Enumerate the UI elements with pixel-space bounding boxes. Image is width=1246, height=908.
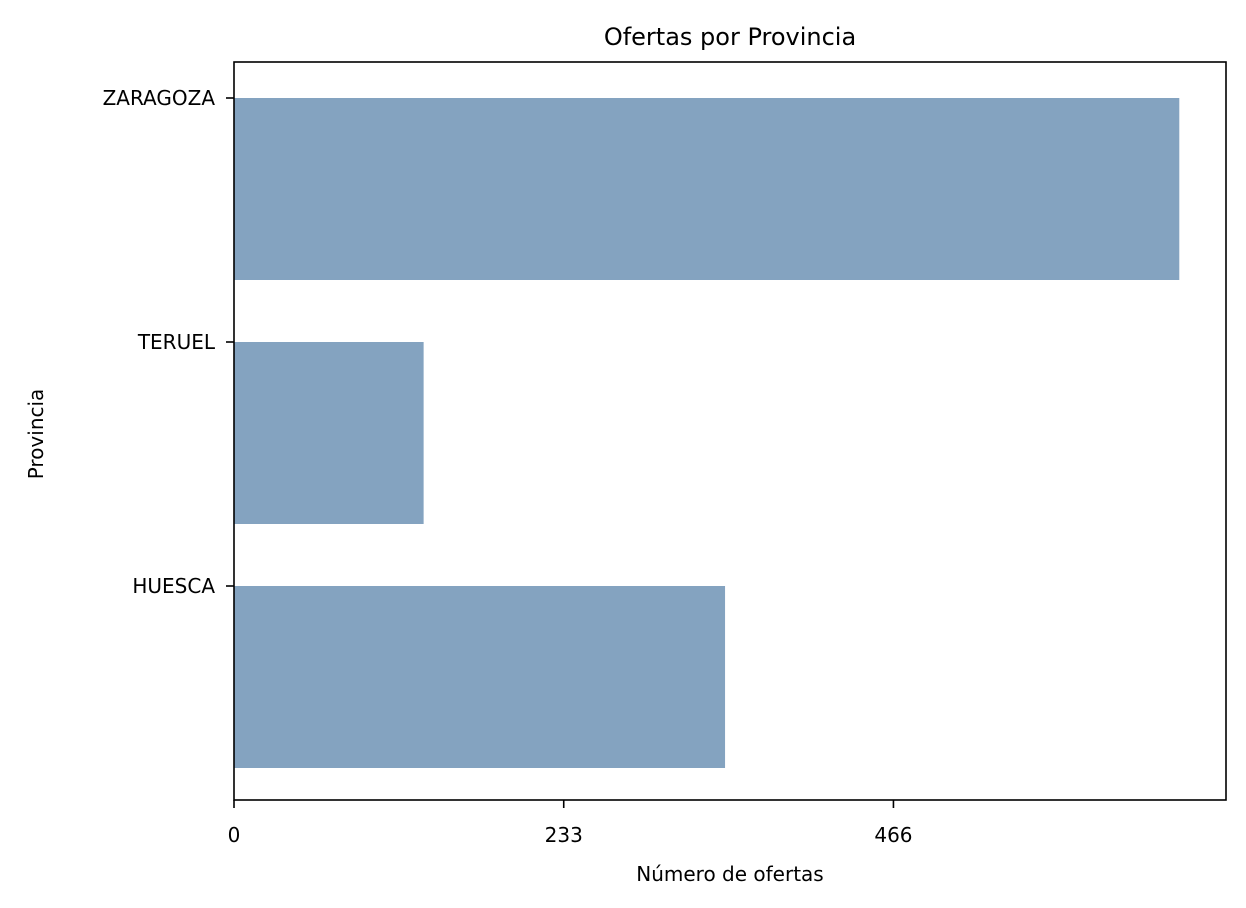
y-axis-label: Provincia (24, 389, 48, 480)
bar-huesca (234, 586, 726, 768)
x-axis-ticks: 0 233 466 (228, 800, 913, 847)
y-tick-label: ZARAGOZA (103, 86, 216, 110)
bar-zaragoza (234, 98, 1180, 280)
plot-frame (233, 61, 1227, 801)
y-tick-label: HUESCA (132, 574, 215, 598)
x-tick-label: 233 (545, 823, 583, 847)
x-tick-label: 0 (228, 823, 241, 847)
chart-title: Ofertas por Provincia (604, 23, 856, 51)
bar-teruel (234, 342, 424, 524)
y-axis-ticks: ZARAGOZA TERUEL HUESCA (103, 86, 234, 598)
x-tick-label: 466 (874, 823, 912, 847)
y-tick-label: TERUEL (137, 330, 216, 354)
bars-group (234, 98, 1180, 768)
x-axis-label: Número de ofertas (636, 862, 823, 886)
